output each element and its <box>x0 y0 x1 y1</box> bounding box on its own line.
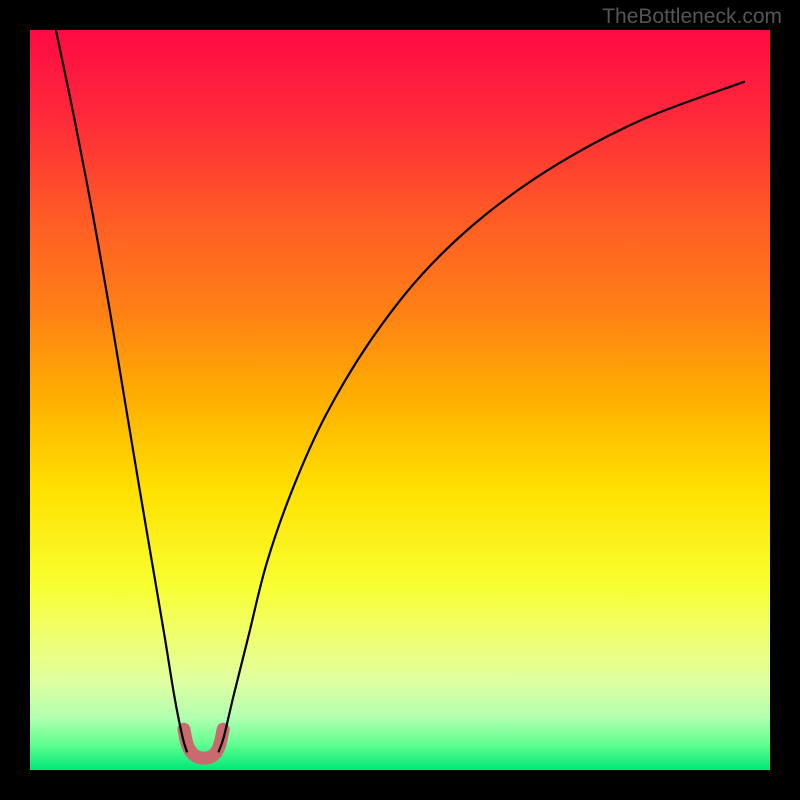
chart-frame: TheBottleneck.com <box>0 0 800 800</box>
gradient-background <box>30 30 770 770</box>
watermark-text: TheBottleneck.com <box>602 5 782 29</box>
chart-svg <box>30 30 770 770</box>
plot-area <box>30 30 770 770</box>
